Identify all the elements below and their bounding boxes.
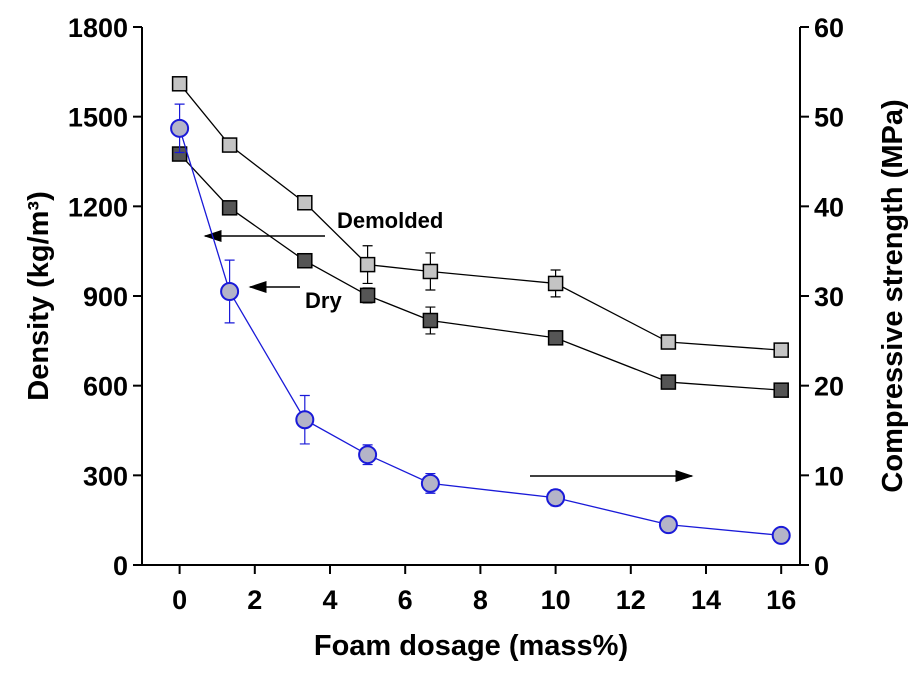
marker — [359, 287, 376, 304]
x-axis-label: Foam dosage (mass%) — [314, 630, 628, 662]
marker — [660, 374, 677, 390]
marker — [660, 334, 677, 350]
y-tick-label: 300 — [83, 461, 128, 491]
series-line — [179, 153, 782, 391]
marker — [221, 200, 238, 216]
marker — [359, 256, 376, 273]
series-line — [178, 128, 782, 537]
marker — [297, 194, 313, 211]
marker — [420, 473, 440, 493]
y-tick-label: 900 — [83, 282, 128, 312]
marker — [546, 488, 566, 508]
x-tick-label: 4 — [322, 585, 337, 615]
y2-tick-label: 50 — [814, 103, 844, 133]
annotation: Dry — [305, 288, 342, 313]
y-tick-label: 1500 — [68, 103, 128, 133]
y-tick-label: 600 — [83, 372, 128, 402]
x-tick-label: 10 — [541, 585, 571, 615]
marker — [170, 118, 190, 138]
y2-tick-label: 30 — [814, 282, 844, 312]
x-tick-label: 0 — [172, 585, 187, 615]
marker — [547, 330, 564, 346]
y-tick-label: 0 — [113, 551, 128, 581]
marker — [771, 525, 791, 545]
x-tick-label: 12 — [616, 585, 646, 615]
marker — [295, 410, 315, 430]
x-tick-label: 8 — [473, 585, 488, 615]
marker — [773, 382, 789, 398]
x-tick-label: 16 — [766, 585, 796, 615]
x-tick-label: 14 — [691, 585, 721, 615]
marker — [220, 282, 240, 302]
series-line — [179, 83, 782, 351]
annotation: Demolded — [337, 208, 443, 233]
marker — [297, 252, 313, 269]
marker — [773, 342, 789, 358]
y2-axis-label: Compressive strength (MPa) — [877, 99, 909, 492]
x-tick-label: 6 — [398, 585, 413, 615]
marker — [171, 76, 188, 92]
y2-tick-label: 60 — [814, 13, 844, 43]
marker — [547, 275, 564, 292]
marker — [422, 263, 439, 280]
marker — [221, 137, 238, 153]
y-tick-label: 1200 — [68, 192, 128, 222]
x-tick-label: 2 — [247, 585, 262, 615]
y-axis-label: Density (kg/m³) — [23, 191, 55, 400]
y-tick-label: 1800 — [68, 13, 128, 43]
y2-tick-label: 0 — [814, 551, 829, 581]
marker — [658, 515, 678, 535]
marker — [358, 445, 378, 465]
y2-tick-label: 40 — [814, 192, 844, 222]
marker — [422, 312, 439, 329]
y2-tick-label: 20 — [814, 372, 844, 402]
y2-tick-label: 10 — [814, 461, 844, 491]
